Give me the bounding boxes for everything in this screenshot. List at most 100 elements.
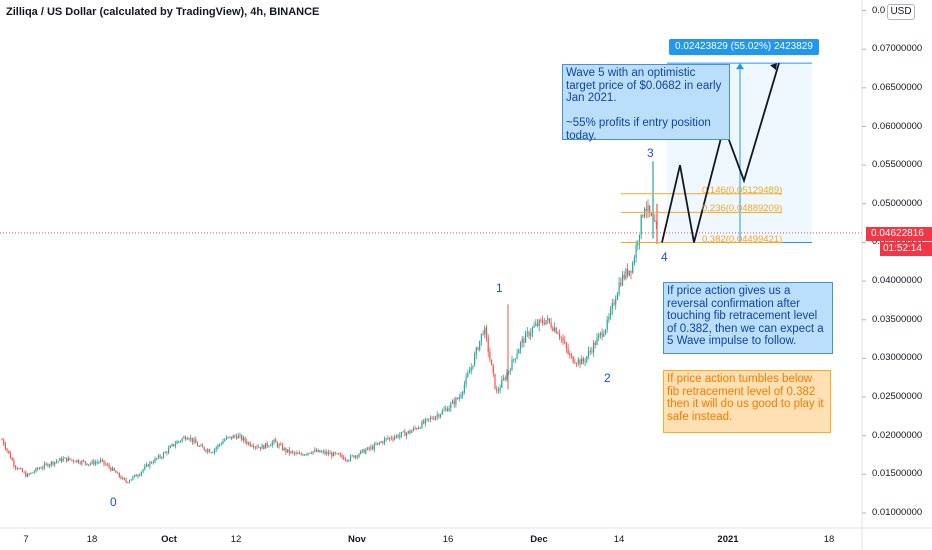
candle-body xyxy=(195,439,197,444)
wave5-note[interactable]: Wave 5 with an optimistic target price o… xyxy=(562,64,730,142)
candle-body xyxy=(577,359,579,364)
candle-body xyxy=(550,322,552,328)
candle-body xyxy=(504,377,506,380)
candle-body xyxy=(176,441,178,444)
candle-body xyxy=(348,460,350,462)
candle-body xyxy=(406,433,408,437)
candle-body xyxy=(43,463,46,468)
candle-body xyxy=(152,462,154,464)
candle-body xyxy=(377,442,379,445)
candle-body xyxy=(593,342,595,353)
candle-body xyxy=(134,474,136,477)
candle-body xyxy=(246,441,248,444)
candle-body xyxy=(472,365,474,368)
candle-body xyxy=(628,270,630,276)
candle-body xyxy=(434,416,437,420)
candle-body xyxy=(84,461,86,464)
candle-body xyxy=(421,421,423,429)
candle-body xyxy=(128,480,131,483)
candle-body xyxy=(457,398,459,399)
candle-body xyxy=(525,332,527,343)
candle-body xyxy=(3,439,5,445)
candle-body xyxy=(108,465,110,468)
wave-label-3: 3 xyxy=(647,146,654,160)
candle-body xyxy=(212,452,214,454)
candle-body xyxy=(526,331,528,333)
x-tick-label: 16 xyxy=(442,534,454,545)
candle-body xyxy=(392,438,394,440)
candle-body xyxy=(183,437,185,439)
confirmation-note[interactable]: If price action gives us a reversal conf… xyxy=(663,282,833,354)
candle-body xyxy=(21,468,23,472)
candle-body xyxy=(331,452,333,457)
candle-body xyxy=(409,430,411,433)
candle-body xyxy=(372,446,374,450)
candle-body xyxy=(271,442,273,446)
y-tick-label: 0.02500000 xyxy=(872,391,923,403)
candle-body xyxy=(32,472,34,474)
candle-body xyxy=(9,452,12,459)
candle-body xyxy=(387,438,389,440)
candle-body xyxy=(83,460,85,462)
candle-body xyxy=(645,208,647,211)
candle-body xyxy=(400,432,403,436)
candle-body xyxy=(489,351,491,360)
candle-body xyxy=(608,316,610,320)
candle-body xyxy=(650,213,652,216)
candle-body xyxy=(253,446,255,448)
wave-label-0: 0 xyxy=(110,495,117,509)
candle-body xyxy=(290,451,292,454)
x-tick-label: 12 xyxy=(230,534,242,545)
candle-body xyxy=(81,460,83,464)
candle-body xyxy=(482,333,484,335)
candle-body xyxy=(4,444,6,449)
candle-body xyxy=(307,452,309,455)
candle-body xyxy=(247,442,250,444)
candle-body xyxy=(523,338,525,343)
candle-body xyxy=(559,333,561,338)
candle-body xyxy=(151,462,153,463)
candle-body xyxy=(458,397,460,399)
candle-body xyxy=(407,430,409,434)
candle-body xyxy=(417,427,420,429)
candle-body xyxy=(324,451,326,454)
candle-body xyxy=(256,446,258,448)
candle-body xyxy=(113,467,115,471)
candle-body xyxy=(557,333,559,334)
candle-body xyxy=(181,438,183,442)
candle-body xyxy=(480,333,482,341)
candle-body xyxy=(356,455,358,457)
candle-body xyxy=(460,395,462,398)
candle-body xyxy=(649,205,651,214)
currency-button[interactable]: USD xyxy=(887,4,915,20)
candle-body xyxy=(423,421,425,424)
candle-body xyxy=(344,459,346,461)
x-tick-label: Oct xyxy=(161,534,177,545)
candle-body xyxy=(224,439,226,442)
candle-body xyxy=(275,439,277,443)
candle-body xyxy=(565,342,567,349)
candle-body xyxy=(586,356,588,362)
candle-body xyxy=(542,320,544,323)
candle-body xyxy=(521,338,523,343)
candle-body xyxy=(368,447,370,449)
candle-body xyxy=(397,435,399,438)
candle-body xyxy=(40,468,42,470)
candle-body xyxy=(445,408,447,410)
candle-body xyxy=(479,340,481,350)
candle-body xyxy=(169,446,171,449)
candle-body xyxy=(127,482,129,483)
candle-body xyxy=(140,471,142,475)
candle-body xyxy=(71,459,73,461)
candle-body xyxy=(574,362,576,364)
candle-body xyxy=(519,342,522,350)
candle-body xyxy=(30,472,32,474)
candle-body xyxy=(198,446,200,447)
candle-body xyxy=(205,449,207,452)
candle-body xyxy=(98,461,100,463)
y-tick-label: 0.05000000 xyxy=(872,197,923,209)
caution-note[interactable]: If price action tumbles below fib retrac… xyxy=(663,370,831,433)
candle-body xyxy=(225,437,227,440)
candle-body xyxy=(633,258,635,264)
